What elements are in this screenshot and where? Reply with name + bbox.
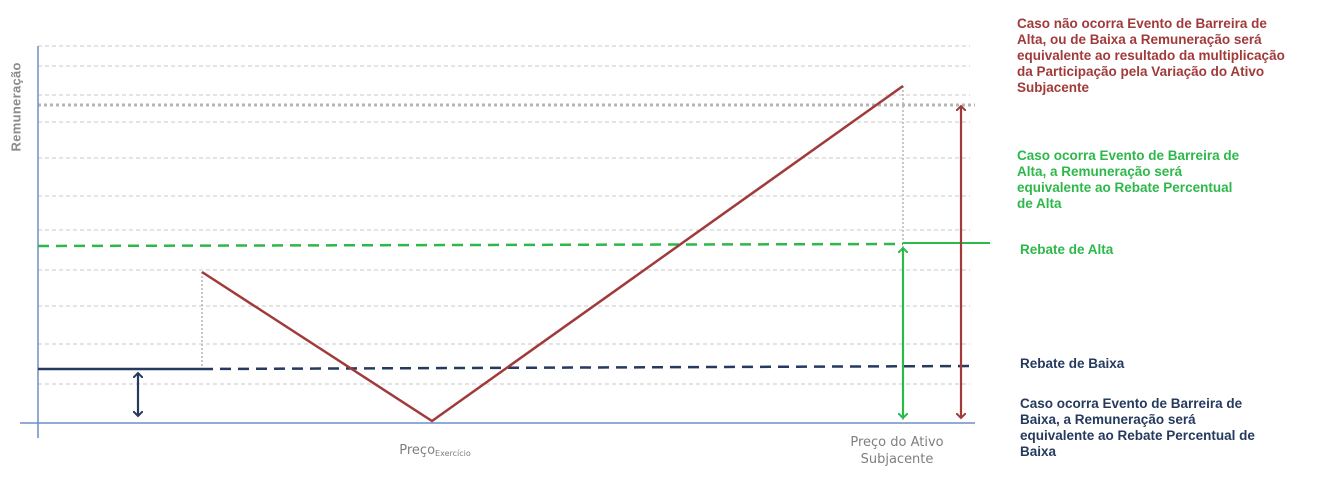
gridlines	[38, 45, 970, 385]
no-barrier-note: Caso não ocorra Evento de Barreira de Al…	[1017, 16, 1338, 96]
note-line: Caso ocorra Evento de Barreira de	[1020, 396, 1243, 411]
low-barrier-note: Caso ocorra Evento de Barreira de Baixa,…	[1020, 396, 1255, 460]
note-line: equivalente ao resultado da multiplicaçã…	[1017, 48, 1285, 63]
note-line: Caso não ocorra Evento de Barreira de	[1017, 16, 1267, 31]
note-line: Caso ocorra Evento de Barreira de	[1017, 148, 1240, 163]
note-line: da Participação pela Variação do Ativo	[1017, 64, 1265, 79]
note-line: Alta, a Remuneração será	[1017, 164, 1183, 179]
x-asset-label-line2: Subjacente	[860, 452, 934, 467]
payoff-line	[201, 84, 904, 423]
y-axis-label: Remuneração	[8, 62, 24, 152]
x-strike-subscript: Exercício	[435, 449, 471, 458]
note-line: Baixa	[1020, 444, 1057, 459]
low-rebate-label: Rebate de Baixa	[1020, 356, 1125, 371]
x-strike-label: PreçoExercício	[375, 442, 495, 462]
high-rebate-line	[37, 242, 904, 248]
note-line: equivalente ao Rebate Percentual	[1017, 180, 1233, 195]
high-barrier-note: Caso ocorra Evento de Barreira de Alta, …	[1017, 148, 1239, 212]
low-rebate-dashed	[201, 364, 976, 371]
x-asset-label: Preço do Ativo Subjacente	[822, 434, 972, 468]
note-line: Subjacente	[1017, 80, 1090, 95]
x-strike-text: Preço	[399, 443, 436, 458]
note-line: de Alta	[1017, 196, 1062, 211]
note-line: Alta, ou de Baixa a Remuneração será	[1017, 32, 1262, 47]
x-asset-label-line1: Preço do Ativo	[850, 435, 944, 450]
high-rebate-label: Rebate de Alta	[1020, 242, 1114, 257]
note-line: equivalente ao Rebate Percentual de	[1020, 428, 1255, 443]
note-line: Baixa, a Remuneração será	[1020, 412, 1196, 427]
